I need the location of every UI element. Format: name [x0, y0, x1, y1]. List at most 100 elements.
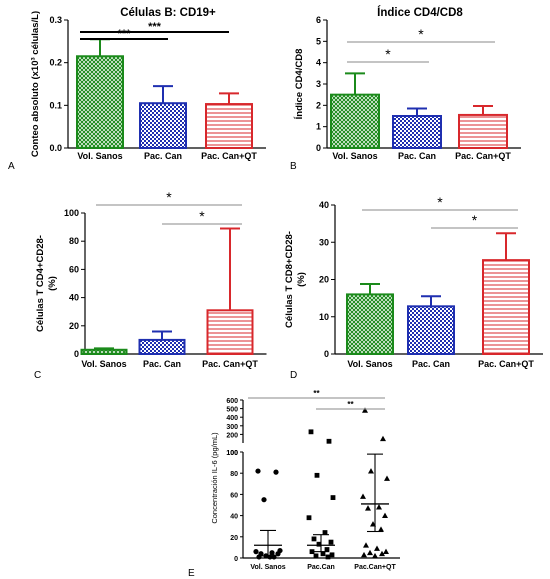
significance-label: **	[347, 400, 354, 409]
bar	[76, 55, 124, 149]
data-point	[365, 505, 371, 511]
y-tick-label: 0.0	[49, 143, 62, 153]
data-point	[255, 468, 261, 474]
y-tick-label: 30	[319, 237, 329, 247]
data-point	[382, 512, 388, 518]
y-tick-label: 80	[69, 236, 79, 246]
data-point	[320, 551, 326, 557]
y-tick-label: 2	[316, 100, 321, 110]
bar	[206, 309, 254, 356]
bar	[139, 102, 187, 149]
data-point	[308, 429, 314, 435]
y-tick-label: 40	[69, 293, 79, 303]
y-tick-label: 4	[316, 58, 321, 68]
panel-letter: A	[8, 161, 15, 172]
y-tick-label: 20	[69, 321, 79, 331]
data-point	[306, 515, 312, 521]
y-tick-label: 0	[316, 143, 321, 153]
data-point	[326, 438, 332, 444]
category-label: Vol. Sanos	[332, 151, 377, 161]
bar	[346, 293, 394, 355]
y-axis-label: Células T CD4+CD28-	[35, 235, 46, 332]
data-point	[384, 475, 390, 481]
y-tick-label: 60	[69, 264, 79, 274]
y-tick-label: 100	[226, 450, 238, 457]
data-point	[380, 435, 386, 442]
y-tick-label: 100	[64, 208, 79, 218]
y-tick-label: 6	[316, 15, 321, 25]
data-point	[324, 547, 330, 552]
significance-label: ***	[118, 28, 132, 40]
y-tick-label: 10	[319, 312, 329, 322]
category-label: Vol. Sanos	[77, 151, 122, 161]
y-tick-label: 500	[226, 407, 238, 414]
data-point	[275, 551, 281, 557]
data-point	[314, 472, 320, 478]
data-point	[273, 469, 279, 475]
category-label: Vol. Sanos	[81, 359, 126, 369]
significance-label: **	[313, 389, 320, 398]
panel-letter: C	[34, 370, 41, 381]
data-point	[316, 541, 322, 547]
y-axis-label: Concentración IL-6 (pg/mL)	[210, 432, 219, 524]
y-tick-label: 20	[230, 535, 238, 542]
data-point	[383, 548, 389, 555]
y-axis-label: Células T CD8+CD28-	[284, 231, 295, 328]
bar	[138, 338, 186, 355]
y-tick-label: 0.3	[49, 15, 62, 25]
y-axis-label: (%)	[296, 272, 307, 287]
category-label: Pac. Can+QT	[478, 359, 534, 369]
y-tick-label: 1	[316, 122, 321, 132]
data-point	[328, 539, 334, 545]
data-point	[362, 407, 368, 413]
panel-letter: E	[188, 568, 195, 579]
y-tick-label: 200	[226, 432, 238, 439]
y-tick-label: 400	[226, 415, 238, 422]
data-point	[374, 545, 380, 551]
data-point	[363, 542, 369, 548]
y-tick-label: 300	[226, 424, 238, 431]
data-point	[261, 497, 267, 503]
data-point	[325, 554, 331, 560]
significance-label: *	[199, 208, 205, 224]
panel-a: 0.0 0.1 0.2 0.3 Vol. Sanos Pac. Can Pac. Can+Q…	[8, 7, 266, 172]
panel-d: 0 10 20 30 40 Vol. Sanos Pac. Can Pac. Can+QT * *…	[284, 194, 543, 381]
data-point	[256, 554, 262, 560]
y-axis-label: Conteo absoluto (x10³ células/L)	[30, 11, 41, 157]
category-label: Pac.Can	[307, 564, 335, 571]
data-point	[367, 549, 373, 556]
data-point	[372, 552, 378, 559]
significance-label: ***	[148, 21, 162, 33]
y-tick-label: 0	[234, 556, 238, 563]
panel-letter: D	[290, 370, 297, 381]
data-point	[313, 553, 319, 559]
significance-label: *	[472, 212, 478, 228]
y-tick-label: 0.1	[49, 100, 62, 110]
data-point	[330, 495, 336, 500]
data-point	[329, 552, 335, 558]
y-tick-label: 600	[226, 398, 238, 405]
panel-c: 0 20 40 60 80 100 Vol. Sanos Pac. Can Pac. Can+Q…	[34, 189, 267, 381]
significance-label: *	[166, 189, 172, 205]
y-tick-label: 0.2	[49, 58, 62, 68]
category-label: Vol. Sanos	[347, 359, 392, 369]
bar	[458, 113, 508, 149]
significance-label: *	[385, 46, 391, 62]
panel-b: 0 1 2 3 4 5 6 Vol. Sanos Pac. Can Pac. Can+QT * * Ín…	[290, 6, 521, 172]
bar	[205, 103, 253, 150]
category-label: Pac. Can	[144, 151, 182, 161]
y-tick-label: 80	[230, 471, 238, 478]
y-tick-label: 20	[319, 275, 329, 285]
y-tick-label: 0	[74, 349, 79, 359]
y-tick-label: 0	[324, 349, 329, 359]
y-tick-label: 3	[316, 79, 321, 89]
category-label: Pac.Can+QT	[354, 564, 396, 571]
y-tick-label: 5	[316, 36, 321, 46]
y-axis-label: (%)	[47, 276, 58, 291]
y-tick-label: 40	[230, 514, 238, 521]
bar	[392, 115, 442, 149]
category-label: Vol. Sanos	[250, 564, 285, 571]
data-point	[379, 550, 385, 557]
